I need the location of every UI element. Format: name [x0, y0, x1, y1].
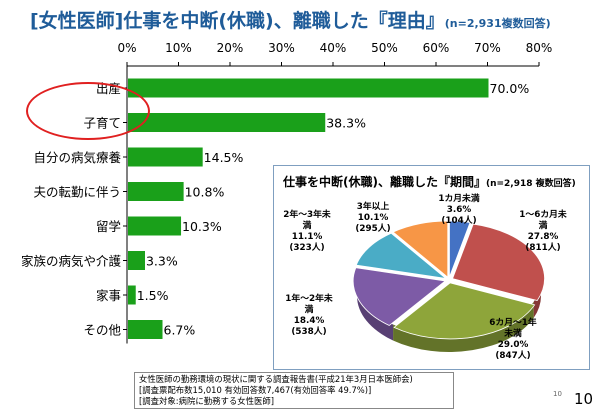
category-label: 留学	[96, 219, 121, 234]
bar	[128, 320, 163, 339]
bar	[128, 216, 182, 236]
pie-slice-label: 1年〜2年未満 18.4% (538人)	[285, 292, 333, 337]
x-tick-label: 40%	[320, 41, 347, 55]
bar-value-label: 10.8%	[185, 185, 225, 200]
pie-title-main: 仕事を中断(休職)、離職した『期間』	[283, 175, 486, 189]
period-pie-chart: 1カ月未満 3.6% (104人) 1〜6カ月未満 27.8% (811人) 6カ月〜1年未…	[283, 192, 567, 361]
x-tick-label: 10%	[165, 41, 192, 55]
source-line-2: [調査票配布数15,010 有効回答数7,467(有効回答率 49.7%)]	[139, 385, 372, 395]
category-label: 家族の病気や介護	[21, 254, 122, 269]
pie-slice	[449, 220, 471, 278]
category-label: 夫の転勤に伴う	[33, 185, 121, 200]
category-label: 自分の病気療養	[33, 150, 121, 165]
pie-slice-side	[393, 301, 534, 352]
pie-slice-label: 6カ月〜1年未満 29.0% (847人)	[489, 316, 537, 361]
bar-value-label: 6.7%	[164, 323, 196, 338]
bar	[128, 251, 145, 270]
pie-slice-label: 2年〜3年未満 11.1% (323人)	[283, 208, 331, 253]
bar	[128, 285, 136, 305]
x-tick-label: 0%	[117, 41, 136, 55]
pie-slice	[392, 220, 449, 278]
bar	[128, 147, 203, 167]
pie-slice	[355, 232, 448, 279]
pie-slice-label: 1カ月未満 3.6% (104人)	[438, 192, 480, 226]
bar-value-label: 14.5%	[204, 150, 244, 165]
x-tick-label: 20%	[217, 41, 244, 55]
pie-slice	[452, 223, 545, 302]
source-line-3: [調査対象:病院に勤務する女性医師]	[139, 396, 274, 406]
category-label: 家事	[96, 288, 121, 303]
bar	[128, 78, 489, 98]
pie-title-sub: (n=2,918 複数回答)	[485, 179, 576, 189]
source-line-1: 女性医師の勤務環境の現状に関する調査報告書(平成21年3月日本医師会)	[139, 374, 413, 384]
bar-value-label: 10.3%	[182, 219, 222, 234]
page-number-small: 10	[553, 390, 562, 398]
x-tick-label: 30%	[268, 41, 295, 55]
pie-slice	[352, 267, 447, 326]
pie-title: 仕事を中断(休職)、離職した『期間』(n=2,918 複数回答)	[283, 173, 576, 190]
x-tick-label: 70%	[474, 41, 501, 55]
x-tick-label: 50%	[371, 41, 398, 55]
slide-title-sub: (n=2,931複数回答)	[444, 17, 551, 30]
slide-title: [女性医師]仕事を中断(休職)、離職した『理由』(n=2,931複数回答)	[30, 6, 551, 33]
bar-value-label: 3.3%	[146, 254, 178, 269]
page-number: 10	[574, 390, 594, 408]
pie-slice-label: 1〜6カ月未満 27.8% (811人)	[519, 208, 567, 253]
bar	[128, 182, 184, 201]
slide-title-main: [女性医師]仕事を中断(休職)、離職した『理由』	[30, 10, 445, 32]
source-note: 女性医師の勤務環境の現状に関する調査報告書(平成21年3月日本医師会) [調査票…	[134, 372, 454, 409]
pie-slice-label: 3年以上 10.1% (295人)	[355, 200, 390, 234]
bar	[128, 113, 326, 132]
highlight-oval	[26, 82, 150, 140]
pie-slice	[393, 282, 536, 340]
category-label: その他	[83, 323, 121, 338]
bar-value-label: 70.0%	[490, 81, 530, 96]
bar-value-label: 38.3%	[326, 116, 366, 131]
bar-value-label: 1.5%	[137, 288, 169, 303]
x-tick-label: 80%	[526, 41, 553, 55]
x-tick-label: 60%	[423, 41, 450, 55]
pie-slice-side	[357, 280, 394, 341]
